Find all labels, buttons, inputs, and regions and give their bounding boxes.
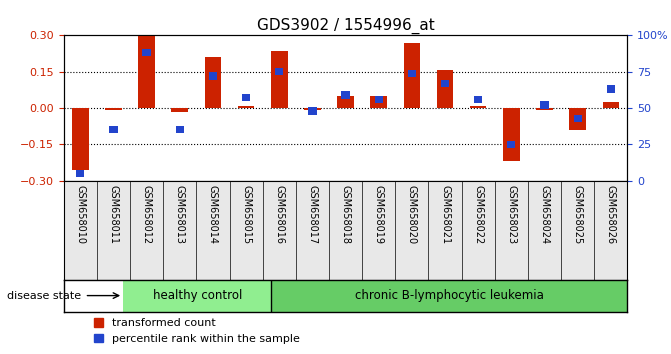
Bar — [109, 126, 117, 133]
Bar — [205, 57, 221, 108]
Text: GSM658018: GSM658018 — [341, 185, 350, 245]
Bar — [176, 126, 184, 133]
Bar — [540, 102, 549, 109]
Bar — [374, 96, 383, 103]
Text: healthy control: healthy control — [152, 289, 242, 302]
Bar — [72, 108, 89, 170]
Bar — [507, 141, 515, 148]
Bar — [308, 107, 317, 114]
Text: GSM658016: GSM658016 — [274, 185, 285, 245]
Text: GSM658012: GSM658012 — [142, 185, 152, 245]
Bar — [123, 280, 271, 312]
Bar — [607, 85, 615, 93]
Bar — [138, 35, 155, 108]
Text: GSM658014: GSM658014 — [208, 185, 218, 245]
Text: GSM658019: GSM658019 — [374, 185, 384, 245]
Title: GDS3902 / 1554996_at: GDS3902 / 1554996_at — [257, 18, 434, 34]
Bar — [536, 108, 553, 110]
Bar — [271, 280, 627, 312]
Bar — [441, 80, 449, 87]
Text: GSM658010: GSM658010 — [75, 185, 85, 245]
Text: GSM658024: GSM658024 — [539, 185, 550, 245]
Text: chronic B-lymphocytic leukemia: chronic B-lymphocytic leukemia — [355, 289, 544, 302]
Text: GSM658022: GSM658022 — [473, 185, 483, 245]
Bar — [342, 91, 350, 98]
Text: GSM658015: GSM658015 — [241, 185, 251, 245]
Bar — [437, 70, 454, 108]
Bar — [142, 49, 151, 56]
Bar — [338, 96, 354, 108]
Legend: transformed count, percentile rank within the sample: transformed count, percentile rank withi… — [89, 314, 304, 348]
Bar — [238, 106, 254, 108]
Bar — [304, 108, 321, 110]
Text: disease state: disease state — [7, 291, 81, 301]
Bar — [574, 114, 582, 122]
Bar — [470, 106, 486, 108]
Bar — [242, 94, 250, 102]
Bar — [408, 69, 416, 77]
Bar — [370, 96, 387, 108]
Text: GSM658025: GSM658025 — [572, 185, 582, 245]
Text: GSM658011: GSM658011 — [109, 185, 119, 245]
Bar — [403, 42, 420, 108]
Bar — [209, 73, 217, 80]
Text: GSM658020: GSM658020 — [407, 185, 417, 245]
Text: GSM658021: GSM658021 — [440, 185, 450, 245]
Text: GSM658026: GSM658026 — [606, 185, 616, 245]
Bar — [474, 96, 482, 103]
Bar — [603, 102, 619, 108]
Text: GSM658017: GSM658017 — [307, 185, 317, 245]
Bar — [105, 108, 121, 110]
Bar — [172, 108, 188, 112]
Text: GSM658013: GSM658013 — [174, 185, 185, 245]
Bar — [570, 108, 586, 130]
Bar — [503, 108, 519, 161]
Bar — [76, 170, 85, 177]
Bar — [275, 68, 283, 75]
Text: GSM658023: GSM658023 — [507, 185, 517, 245]
Bar — [271, 51, 288, 108]
